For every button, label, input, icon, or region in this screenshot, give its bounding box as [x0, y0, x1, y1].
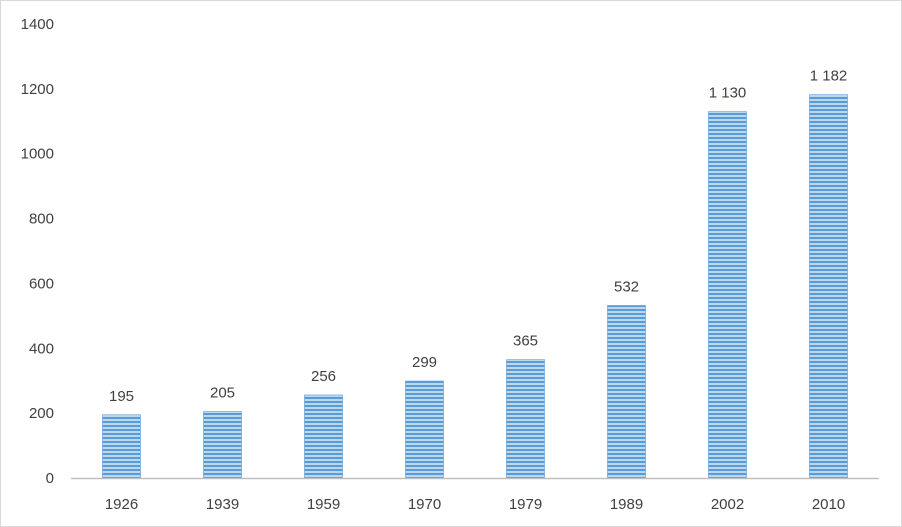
bars: [102, 94, 848, 479]
y-axis-tick-labels: 0 200 400 600 800 1000 1200 1400: [21, 16, 54, 487]
y-tick-label: 0: [46, 470, 54, 487]
x-tick-label-2002: 2002: [711, 496, 744, 513]
y-tick-label: 600: [29, 275, 54, 292]
x-tick-label-1989: 1989: [610, 496, 643, 513]
x-tick-label-1979: 1979: [509, 496, 542, 513]
x-tick-label-2010: 2010: [812, 496, 845, 513]
y-tick-label: 800: [29, 211, 54, 228]
bar-2002: [708, 111, 747, 479]
data-label-1959: 256: [311, 368, 336, 385]
x-tick-label-1970: 1970: [408, 496, 441, 513]
data-label-2002: 1 130: [709, 85, 747, 102]
data-label-1939: 205: [210, 385, 235, 402]
y-tick-label: 1400: [21, 16, 54, 33]
bar-1989: [607, 305, 646, 479]
data-label-1979: 365: [513, 333, 538, 350]
y-tick-label: 200: [29, 405, 54, 422]
data-label-2010: 1 182: [810, 68, 848, 85]
y-tick-label: 400: [29, 340, 54, 357]
bar-1939: [203, 411, 242, 479]
data-labels: 195 205 256 299 365 532 1 130 1 182: [109, 68, 847, 405]
y-tick-label: 1000: [21, 146, 54, 163]
bar-1959: [304, 394, 343, 479]
x-tick-label-1926: 1926: [105, 496, 138, 513]
data-label-1970: 299: [412, 354, 437, 371]
y-tick-label: 1200: [21, 81, 54, 98]
bar-2010: [809, 94, 848, 479]
data-label-1926: 195: [109, 388, 134, 405]
bar-1926: [102, 414, 141, 479]
x-tick-label-1939: 1939: [206, 496, 239, 513]
x-axis-tick-labels: 1926 1939 1959 1970 1979 1989 2002 2010: [105, 496, 845, 513]
bar-1979: [506, 359, 545, 479]
bar-1970: [405, 380, 444, 479]
x-tick-label-1959: 1959: [307, 496, 340, 513]
data-label-1989: 532: [614, 278, 639, 295]
